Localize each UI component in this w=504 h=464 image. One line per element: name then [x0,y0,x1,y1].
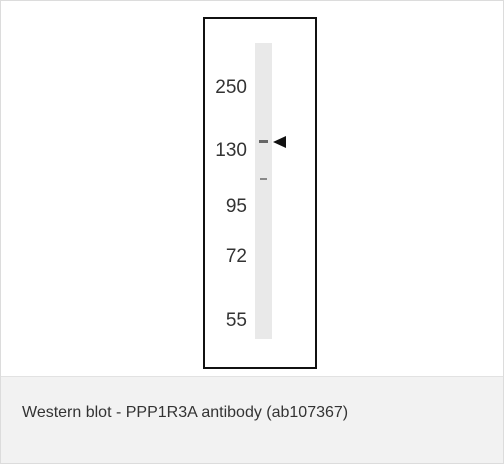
figure-card: 250 130 95 72 55 Western blot - PPP1R3A … [0,0,504,464]
band [260,178,267,180]
caption: Western blot - PPP1R3A antibody (ab10736… [22,404,348,422]
band [259,140,268,143]
blot-image: 250 130 95 72 55 [1,1,503,376]
marker-label: 72 [226,246,247,267]
marker-label: 95 [226,196,247,217]
marker-label: 250 [215,77,247,98]
caption-area: Western blot - PPP1R3A antibody (ab10736… [1,376,503,464]
lane [255,43,272,339]
marker-label: 130 [215,140,247,161]
marker-label: 55 [226,310,247,331]
